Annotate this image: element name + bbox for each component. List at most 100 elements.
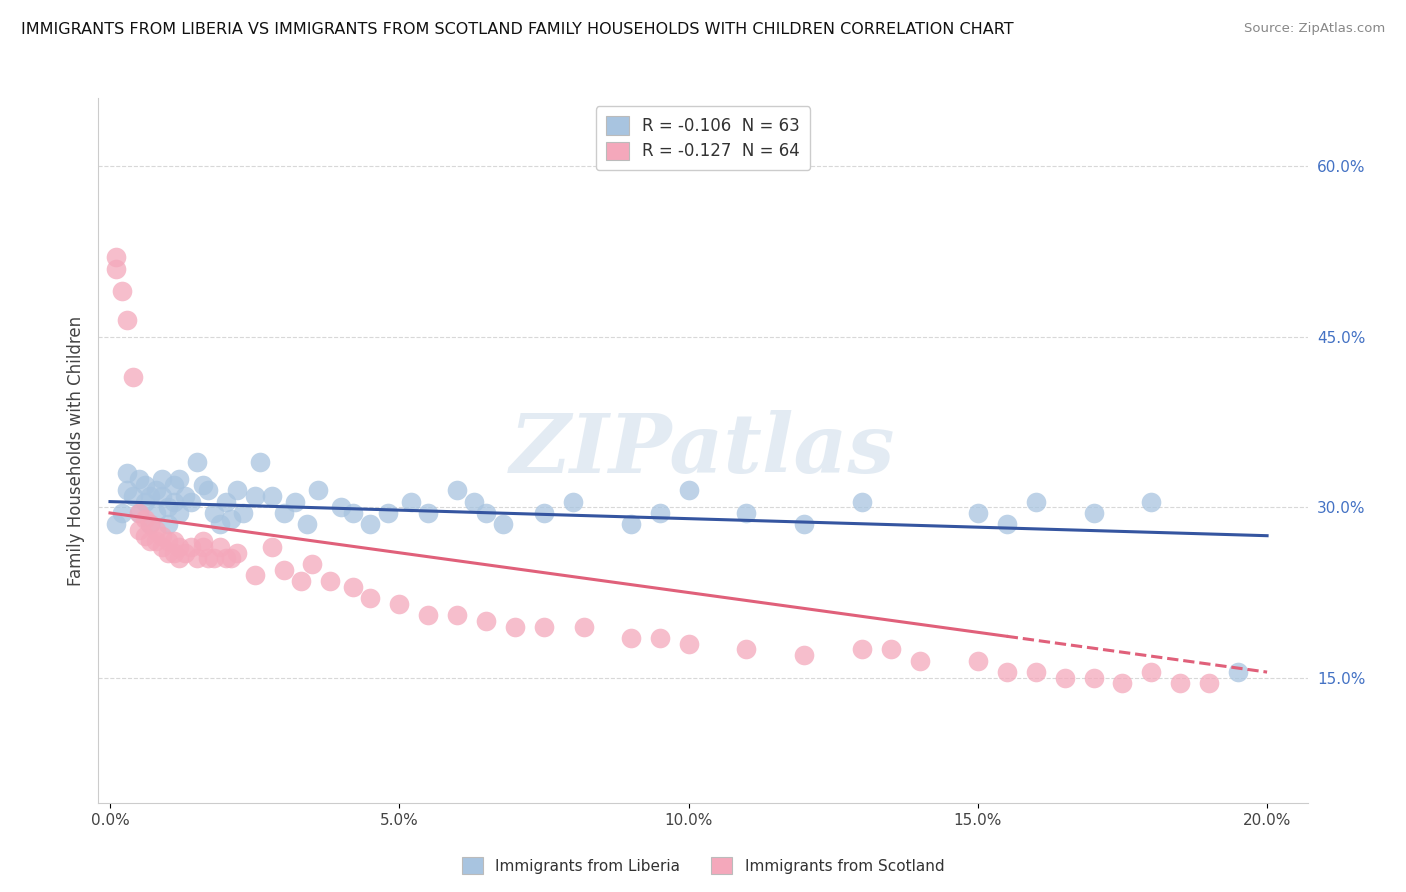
Point	[232, 506, 254, 520]
Point	[128, 506, 150, 520]
Point	[162, 494, 184, 508]
Point	[908, 654, 931, 668]
Point	[134, 511, 156, 525]
Point	[128, 506, 150, 520]
Point	[503, 619, 526, 633]
Point	[226, 546, 249, 560]
Point	[260, 540, 283, 554]
Point	[174, 546, 197, 560]
Point	[446, 483, 468, 498]
Point	[110, 506, 132, 520]
Point	[735, 642, 758, 657]
Point	[273, 563, 295, 577]
Point	[966, 506, 988, 520]
Point	[145, 534, 167, 549]
Text: ZIPatlas: ZIPatlas	[510, 410, 896, 491]
Point	[793, 648, 815, 662]
Point	[180, 540, 202, 554]
Point	[342, 506, 364, 520]
Point	[162, 477, 184, 491]
Point	[290, 574, 312, 589]
Point	[226, 483, 249, 498]
Point	[574, 619, 596, 633]
Point	[735, 506, 758, 520]
Point	[202, 551, 225, 566]
Point	[208, 540, 231, 554]
Point	[1227, 665, 1250, 679]
Point	[169, 472, 191, 486]
Point	[197, 551, 219, 566]
Point	[995, 665, 1018, 679]
Point	[186, 455, 208, 469]
Point	[145, 506, 167, 520]
Point	[104, 250, 127, 264]
Point	[620, 631, 643, 645]
Point	[169, 506, 191, 520]
Point	[215, 494, 238, 508]
Point	[145, 523, 167, 537]
Point	[117, 312, 139, 326]
Point	[169, 540, 191, 554]
Point	[1025, 494, 1047, 508]
Point	[110, 285, 132, 299]
Point	[533, 619, 555, 633]
Point	[793, 517, 815, 532]
Point	[463, 494, 485, 508]
Point	[122, 489, 145, 503]
Point	[399, 494, 422, 508]
Point	[191, 540, 214, 554]
Point	[418, 608, 440, 623]
Point	[475, 506, 498, 520]
Point	[169, 551, 191, 566]
Point	[156, 534, 179, 549]
Point	[1083, 671, 1105, 685]
Point	[139, 517, 162, 532]
Point	[1025, 665, 1047, 679]
Point	[620, 517, 643, 532]
Point	[197, 483, 219, 498]
Point	[156, 500, 179, 515]
Point	[186, 551, 208, 566]
Point	[145, 483, 167, 498]
Point	[1140, 494, 1163, 508]
Point	[150, 489, 173, 503]
Point	[475, 614, 498, 628]
Point	[134, 529, 156, 543]
Point	[307, 483, 329, 498]
Point	[139, 534, 162, 549]
Point	[995, 517, 1018, 532]
Point	[1198, 676, 1220, 690]
Point	[342, 580, 364, 594]
Point	[117, 466, 139, 480]
Point	[162, 534, 184, 549]
Point	[139, 489, 162, 503]
Point	[128, 523, 150, 537]
Point	[1053, 671, 1076, 685]
Point	[221, 551, 243, 566]
Point	[388, 597, 411, 611]
Point	[117, 483, 139, 498]
Point	[1168, 676, 1191, 690]
Point	[221, 511, 243, 525]
Point	[678, 483, 700, 498]
Point	[139, 517, 162, 532]
Point	[134, 494, 156, 508]
Point	[648, 506, 671, 520]
Point	[162, 546, 184, 560]
Point	[134, 477, 156, 491]
Point	[243, 568, 266, 582]
Point	[104, 261, 127, 276]
Point	[533, 506, 555, 520]
Point	[284, 494, 307, 508]
Point	[851, 642, 873, 657]
Point	[359, 517, 381, 532]
Point	[301, 557, 323, 571]
Point	[249, 455, 271, 469]
Point	[492, 517, 515, 532]
Point	[418, 506, 440, 520]
Point	[156, 546, 179, 560]
Point	[104, 517, 127, 532]
Point	[208, 517, 231, 532]
Point	[191, 477, 214, 491]
Point	[215, 551, 238, 566]
